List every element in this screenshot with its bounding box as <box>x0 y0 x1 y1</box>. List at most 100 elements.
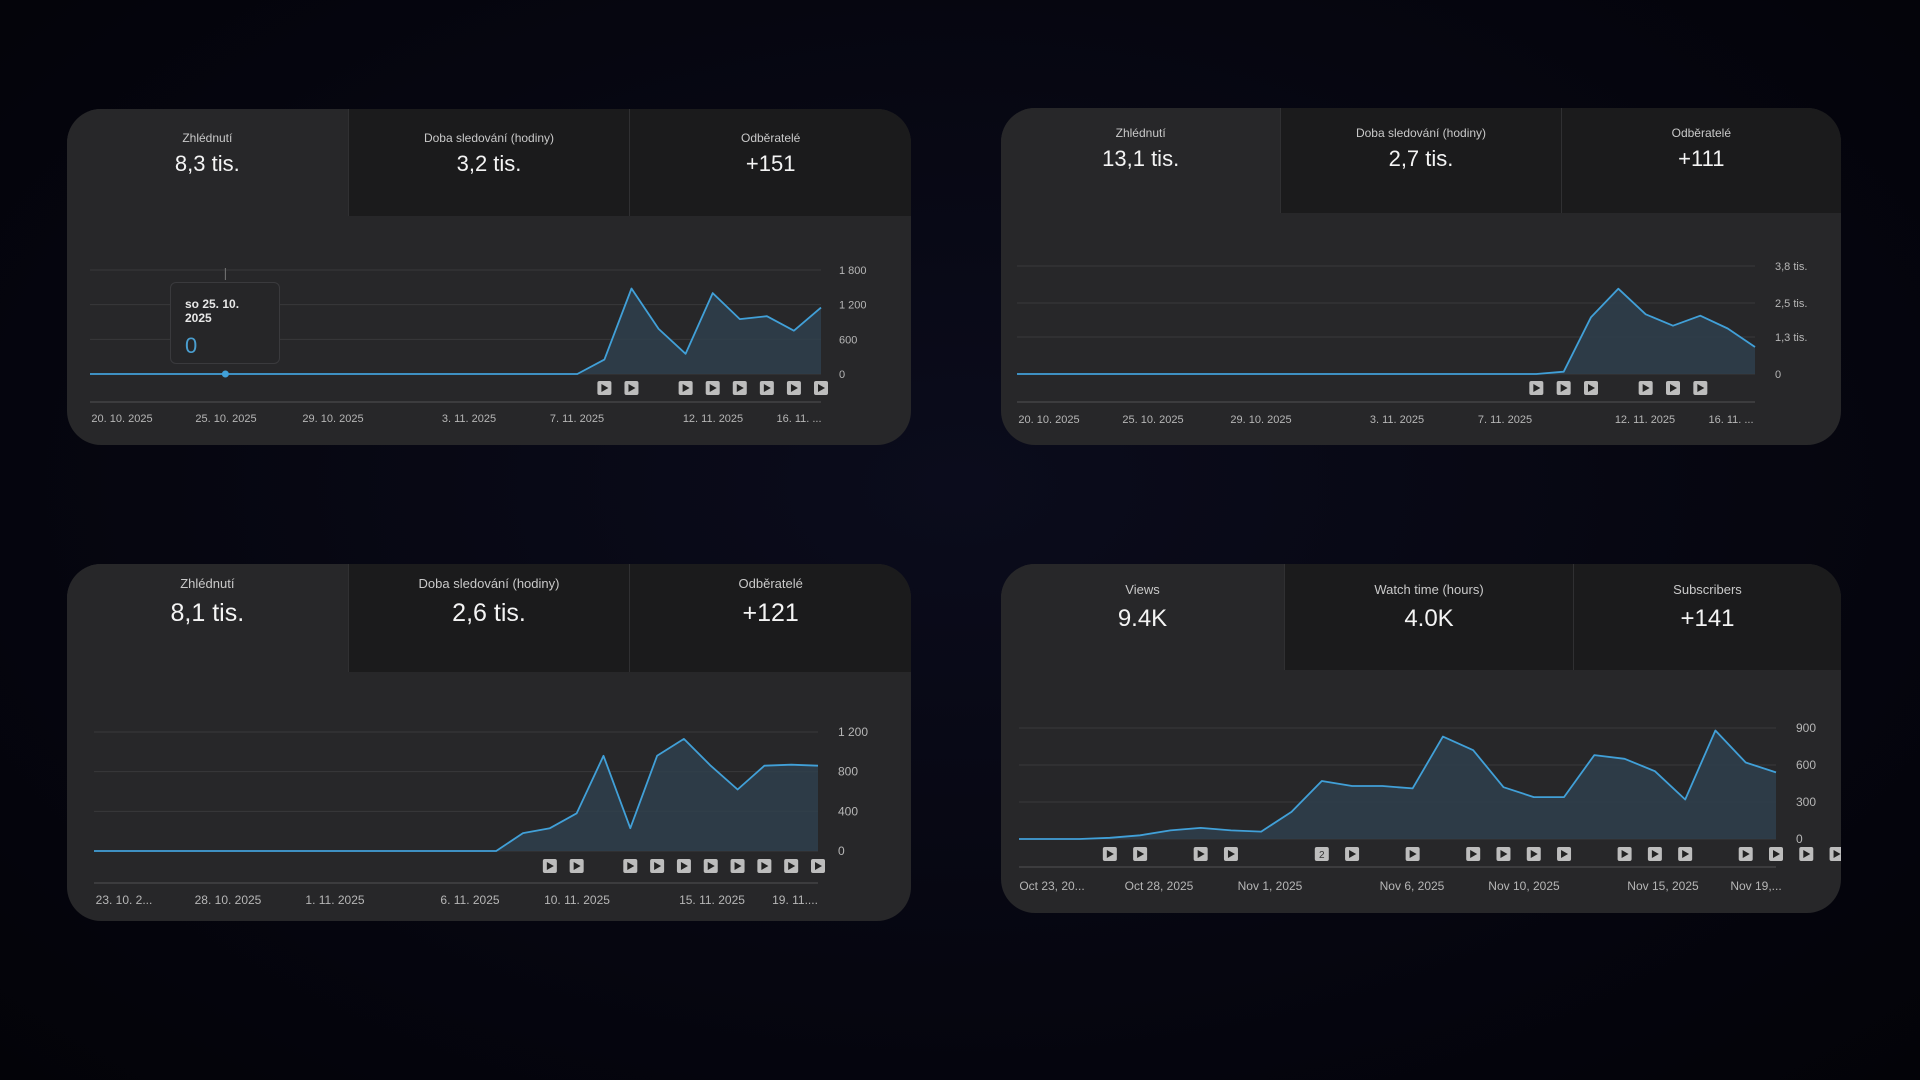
play-icon <box>573 862 581 870</box>
tab-views-label: Zhlédnutí <box>180 576 235 591</box>
y-tick-label: 1 200 <box>838 725 868 739</box>
play-icon <box>1561 850 1569 858</box>
video-marker <box>759 381 774 395</box>
series-line <box>1019 729 1777 840</box>
tab-subscribers-value: +151 <box>745 151 796 176</box>
play-icon <box>546 862 554 870</box>
series-line <box>1017 287 1756 375</box>
video-marker <box>1666 381 1680 395</box>
video-marker <box>1556 381 1571 395</box>
tab-subscribers-value: +111 <box>1678 146 1725 171</box>
tab-watch-time[interactable]: Watch time (hours) 4.0K <box>1284 564 1573 670</box>
video-marker <box>1799 847 1814 861</box>
play-icon <box>818 384 825 392</box>
video-marker <box>1526 847 1541 861</box>
play-icon <box>627 862 635 870</box>
tab-views-label: Zhlédnutí <box>1115 126 1166 140</box>
y-tick-label: 1 200 <box>839 300 867 312</box>
y-tick-label: 0 <box>839 369 845 381</box>
y-tick-label: 0 <box>838 844 845 858</box>
tab-watch-time-label: Doba sledování (hodiny) <box>423 131 555 145</box>
tab-watch-time[interactable]: Doba sledování (hodiny) 3,2 tis. <box>347 109 630 216</box>
play-icon <box>1697 384 1705 392</box>
x-tick-label: 10. 11. 2025 <box>544 893 610 907</box>
video-marker <box>705 381 720 395</box>
play-icon <box>1560 384 1568 392</box>
video-marker <box>1345 847 1360 861</box>
play-icon <box>1409 850 1417 858</box>
metric-tabs: Zhlédnutí 8,3 tis. Doba sledování (hodin… <box>67 109 911 216</box>
video-marker <box>811 859 825 873</box>
play-icon <box>1106 850 1114 858</box>
video-marker <box>730 859 745 873</box>
video-marker <box>1466 847 1481 861</box>
play-icon <box>1533 384 1541 392</box>
play-icon <box>790 384 798 392</box>
play-icon <box>736 384 744 392</box>
y-tick-label: 400 <box>838 804 858 818</box>
chart-4: 900 600 300 0 Oct 23, 20... Oct 28, 2025 Nov 1… <box>1019 721 1841 893</box>
play-icon <box>1197 850 1205 858</box>
tab-views[interactable]: Zhlédnutí 8,1 tis. <box>67 564 348 672</box>
x-tick-label: 12. 11. 2025 <box>683 413 743 425</box>
tab-subscribers-label: Odběratelé <box>738 576 803 591</box>
video-marker <box>676 859 691 873</box>
play-icon <box>654 862 662 870</box>
x-tick-label: 3. 11. 2025 <box>442 413 496 425</box>
video-marker <box>1405 847 1420 861</box>
video-marker <box>624 381 639 395</box>
metric-tabs: Views 9.4K Watch time (hours) 4.0K Subsc… <box>1001 564 1841 670</box>
analytics-card-3: 1 200 800 400 0 23. 10. 2... 28. 10. 2025 1. 1… <box>67 564 911 921</box>
x-tick-label: 16. 11. ... <box>1708 414 1753 426</box>
tab-watch-time[interactable]: Doba sledování (hodiny) 2,7 tis. <box>1280 108 1561 213</box>
video-marker <box>1557 847 1572 861</box>
x-tick-label: Oct 23, 20... <box>1019 879 1084 893</box>
y-tick-label: 1 800 <box>839 265 867 277</box>
series-area <box>1019 730 1776 839</box>
y-tick-label: 300 <box>1796 795 1816 809</box>
tab-subscribers[interactable]: Odběratelé +121 <box>629 564 911 672</box>
series-area <box>94 738 818 851</box>
play-icon <box>1742 850 1750 858</box>
tab-watch-time[interactable]: Doba sledování (hodiny) 2,6 tis. <box>347 564 630 672</box>
x-tick-label: Nov 15, 2025 <box>1627 879 1699 893</box>
video-marker <box>1102 847 1117 861</box>
tab-watch-time-label: Doba sledování (hodiny) <box>1355 126 1487 140</box>
video-marker <box>1638 381 1653 395</box>
play-icon <box>1803 850 1811 858</box>
play-icon <box>1500 850 1508 858</box>
y-tick-label: 3,8 tis. <box>1775 261 1807 273</box>
analytics-card-4: 900 600 300 0 Oct 23, 20... Oct 28, 2025 Nov 1… <box>1001 564 1841 913</box>
x-tick-label: 20. 10. 2025 <box>91 413 152 425</box>
play-icon <box>1530 850 1538 858</box>
tab-subscribers[interactable]: Odběratelé +111 <box>1560 108 1841 213</box>
tab-subscribers[interactable]: Subscribers +141 <box>1573 564 1841 670</box>
chart-3: 1 200 800 400 0 23. 10. 2... 28. 10. 2025 1. 1… <box>94 725 868 907</box>
tab-watch-time-value: 4.0K <box>1404 605 1454 632</box>
y-tick-label: 1,3 tis. <box>1775 332 1807 344</box>
tab-views[interactable]: Zhlédnutí 8,3 tis. <box>67 109 348 216</box>
tab-views[interactable]: Zhlédnutí 13,1 tis. <box>1001 108 1281 213</box>
tab-views-label: Zhlédnutí <box>182 131 233 145</box>
video-marker <box>569 859 584 873</box>
y-tick-label: 2,5 tis. <box>1775 298 1807 310</box>
tab-subscribers[interactable]: Odběratelé +151 <box>629 109 911 216</box>
y-tick-label: 600 <box>839 334 857 346</box>
video-marker <box>786 381 801 395</box>
video-marker <box>784 859 799 873</box>
x-tick-label: Nov 6, 2025 <box>1380 879 1445 893</box>
tab-views-value: 13,1 tis. <box>1102 146 1180 171</box>
tab-views[interactable]: Views 9.4K <box>1001 564 1284 670</box>
video-marker <box>1193 847 1208 861</box>
y-tick-label: 0 <box>1775 369 1781 381</box>
x-tick-label: Oct 28, 2025 <box>1125 879 1194 893</box>
tab-views-value: 9.4K <box>1117 605 1168 632</box>
video-marker <box>1584 381 1598 395</box>
tab-subscribers-value: +141 <box>1680 605 1735 632</box>
play-icon <box>1137 850 1145 858</box>
play-icon <box>763 384 771 392</box>
play-icon <box>1682 850 1690 858</box>
play-icon <box>707 862 715 870</box>
tab-views-label: Views <box>1125 582 1160 597</box>
tab-watch-time-value: 3,2 tis. <box>456 151 522 176</box>
